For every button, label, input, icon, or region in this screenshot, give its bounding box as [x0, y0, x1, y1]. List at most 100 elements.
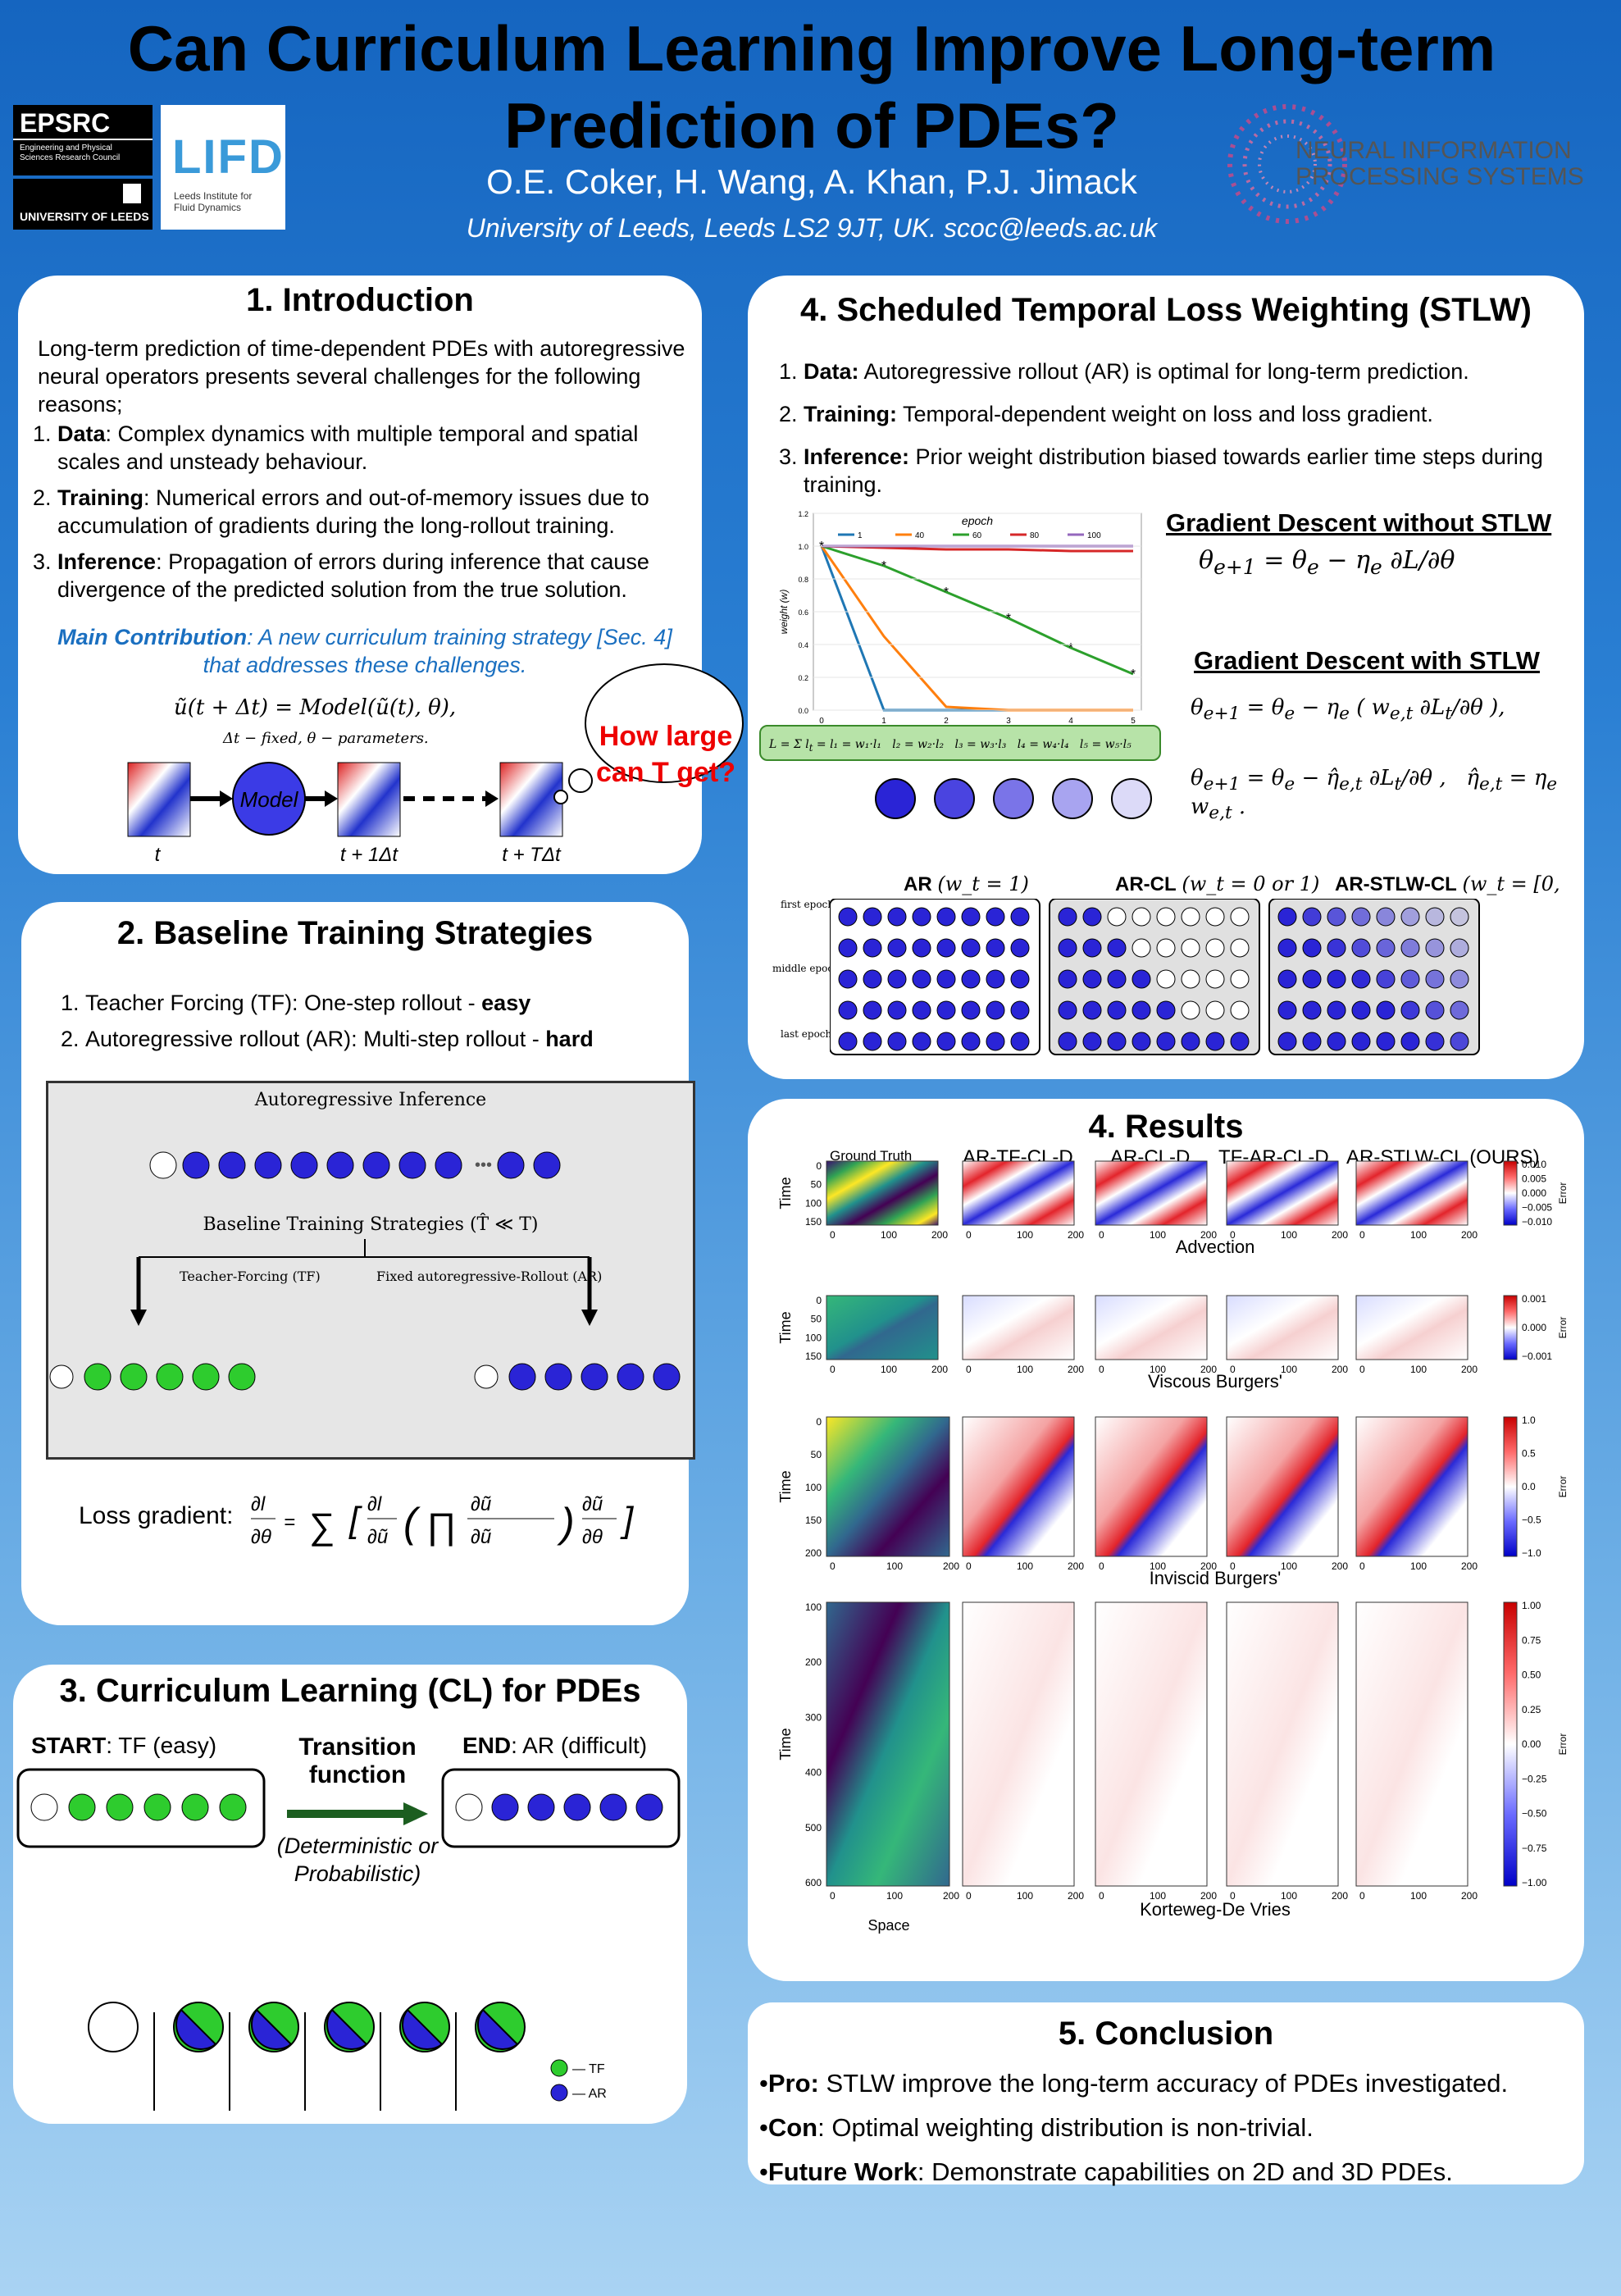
heatmap-ytick: 200 — [805, 1547, 822, 1559]
thought-bubble — [553, 663, 744, 804]
affiliation: University of Leeds, Leeds LS2 9JT, UK. … — [466, 213, 1158, 243]
gd-with-label: Gradient Descent with STLW — [1194, 646, 1540, 675]
panel-weight: (w_t = 0 or 1) — [1182, 872, 1320, 895]
stlw-list: Data: Autoregressive rollout (AR) is opt… — [764, 358, 1584, 507]
colorbar-tick: 0.000 — [1522, 1322, 1546, 1333]
row-label-first: first epoch — [781, 899, 834, 910]
epoch-node — [1351, 1032, 1371, 1051]
uol-crest-icon — [123, 184, 141, 203]
epoch-node — [1107, 969, 1127, 989]
heatmap-ytick: 0 — [816, 1295, 822, 1306]
transition-function: Transition function — [298, 1733, 417, 1788]
epoch-node — [1010, 907, 1030, 927]
heatmap-cell — [1355, 1601, 1468, 1887]
university-of-leeds-logo: UNIVERSITY OF LEEDS — [13, 179, 153, 230]
epoch-node — [1058, 1000, 1077, 1020]
intro-item-inference: Inference: Propagation of errors during … — [57, 548, 699, 604]
epoch-node — [1302, 969, 1322, 989]
heatmap-xtick: 100 — [1281, 1560, 1297, 1572]
heatmap-xtick: 100 — [1410, 1560, 1427, 1572]
epoch-node — [1082, 1000, 1102, 1020]
epsrc-logo-sub: Engineering and Physical Sciences Resear… — [20, 144, 121, 162]
epoch-node — [1230, 907, 1250, 927]
chart-ytick: 0.0 — [798, 707, 808, 715]
heatmap-cell — [1355, 1160, 1468, 1226]
epoch-node — [1327, 907, 1346, 927]
main-contribution: Main Contribution: A new curriculum trai… — [41, 623, 689, 679]
svg-text:]: ] — [620, 1500, 635, 1540]
intro-item-text: : Propagation of errors during inference… — [57, 549, 649, 602]
svg-text:=: = — [284, 1511, 295, 1533]
heatmap-ylabel: Time — [777, 1177, 794, 1209]
epoch-node — [1181, 1000, 1200, 1020]
diagram-title: Autoregressive Inference — [254, 1090, 487, 1110]
heatmap-ytick: 100 — [805, 1601, 822, 1613]
cl-start-text: : TF (easy) — [106, 1733, 217, 1758]
heatmap-xtick: 200 — [1068, 1560, 1084, 1572]
contribution-head: Main Contribution — [57, 625, 248, 649]
colorbar-tick: 0.5 — [1522, 1448, 1536, 1460]
colorbar-tick: 1.00 — [1522, 1600, 1541, 1611]
conclusion-text: STLW improve the long-term accuracy of P… — [818, 2069, 1509, 2098]
conclusion-text: : Demonstrate capabilities on 2D and 3D … — [917, 2157, 1453, 2186]
heatmap-xtick: 100 — [1017, 1364, 1033, 1375]
svg-text:): ) — [557, 1500, 575, 1546]
intro-list: Data: Complex dynamics with multiple tem… — [18, 420, 699, 612]
heatmap-xtick: 200 — [943, 1890, 959, 1902]
epoch-node — [1450, 1032, 1469, 1051]
heatmap-xtick: 100 — [1150, 1229, 1166, 1241]
epoch-node — [1230, 969, 1250, 989]
epoch-node — [1302, 938, 1322, 958]
chart-marker: * — [881, 559, 886, 573]
legend-entry: 40 — [915, 531, 925, 540]
heatmap-cell — [1095, 1601, 1208, 1887]
intro-item-data: Data: Complex dynamics with multiple tem… — [57, 420, 699, 476]
epoch-node — [1230, 1032, 1250, 1051]
epoch-node — [912, 1032, 931, 1051]
epoch-node — [887, 1000, 907, 1020]
colorbar-tick: 0.0 — [1522, 1481, 1536, 1492]
svg-text:∏: ∏ — [426, 1506, 456, 1547]
heatmap-xtick: 0 — [966, 1890, 972, 1902]
epoch-node — [961, 907, 981, 927]
epoch-node — [936, 938, 956, 958]
heatmap-cell — [1355, 1295, 1468, 1360]
stlw-item-head: Inference: — [804, 444, 910, 469]
gd-without-label: Gradient Descent without STLW — [1166, 508, 1552, 537]
model-equation: ũ(t + Δt) = Model(ũ(t), θ), — [174, 695, 457, 720]
curriculum-panel: 3. Curriculum Learning (CL) for PDEs STA… — [13, 1665, 687, 2124]
heatmap-xtick: 100 — [881, 1364, 897, 1375]
epoch-node — [1302, 1032, 1322, 1051]
cl-end-label: END: AR (difficult) — [462, 1732, 647, 1760]
heatmap-xtick: 200 — [1332, 1364, 1348, 1375]
epoch-node — [1277, 969, 1297, 989]
neurips-logo: NEURAL INFORMATION PROCESSING SYSTEMS — [1222, 82, 1615, 246]
epsrc-logo: EPSRC Engineering and Physical Sciences … — [13, 105, 153, 175]
gd-without-equation: θe+1 = θe − ηe ∂L/∂θ — [1199, 546, 1455, 579]
heatmap-cell — [962, 1295, 1075, 1360]
chart-legend-title: epoch — [962, 514, 993, 527]
epoch-node — [1327, 969, 1346, 989]
cl-end-head: END — [462, 1733, 512, 1758]
heatmap-ytick: 150 — [805, 1515, 822, 1526]
epoch-node — [838, 938, 858, 958]
heatmap-xtick: 200 — [1332, 1890, 1348, 1902]
heatmap-xtick: 200 — [943, 1560, 959, 1572]
conclusion-text: : Optimal weighting distribution is non-… — [817, 2113, 1314, 2142]
colorbar-tick: −1.0 — [1522, 1547, 1541, 1559]
epoch-node — [1302, 1000, 1322, 1020]
epoch-node — [1425, 938, 1445, 958]
epoch-node — [936, 1000, 956, 1020]
results-title: 4. Results — [1088, 1109, 1244, 1145]
epoch-node — [1376, 1000, 1396, 1020]
epoch-node — [1400, 1000, 1420, 1020]
svg-text:∂l: ∂l — [251, 1493, 266, 1515]
heatmap-xtick: 200 — [1332, 1229, 1348, 1241]
chart-marker: * — [944, 585, 949, 599]
epoch-node — [961, 938, 981, 958]
epoch-node — [1156, 938, 1176, 958]
heatmap-xtick: 0 — [966, 1229, 972, 1241]
heatmap-xtick: 0 — [830, 1229, 836, 1241]
conclusion-title: 5. Conclusion — [1058, 2016, 1274, 2052]
